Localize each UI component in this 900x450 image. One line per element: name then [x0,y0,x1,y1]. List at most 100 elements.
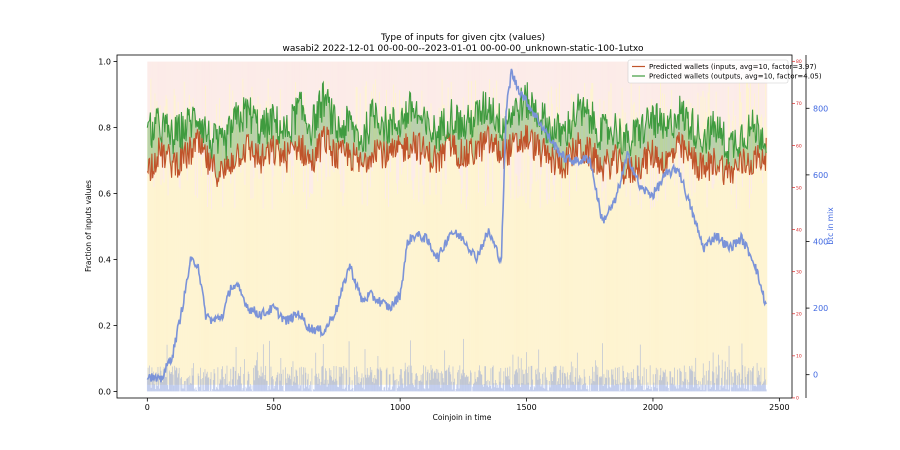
band-pink [724,61,726,156]
band-yellow [381,131,383,385]
band-yellow [400,104,402,385]
band-yellow [549,141,551,385]
band-yellow [415,164,417,385]
band-yellow [571,94,573,385]
x-axis-ticks: 0 500 1000 1500 2000 2500 [145,398,790,412]
band-pink [591,61,593,83]
band-pink [434,61,436,168]
band-yellow [591,82,593,385]
band-pink [572,61,574,111]
band-yellow [392,113,394,385]
band-pink [575,61,577,147]
band-pink [585,61,587,146]
band-pink [209,61,211,193]
band-yellow [751,193,753,385]
band-pink [176,61,178,154]
band-yellow [649,209,651,385]
band-pink [584,61,586,83]
band-yellow [535,181,537,385]
band-pink [551,61,553,104]
band-yellow [543,154,545,385]
band-yellow [682,180,684,385]
band-yellow [158,165,160,385]
band-yellow [573,95,575,385]
band-yellow [326,177,328,385]
band-pink [752,61,754,123]
band-yellow [246,121,248,385]
band-yellow [662,93,664,385]
band-yellow [218,139,220,385]
band-yellow [638,85,640,385]
band-pink [456,61,458,118]
band-yellow [731,120,733,385]
band-yellow [273,140,275,385]
band-yellow [677,136,679,385]
band-pink [164,61,166,107]
band-yellow [723,152,725,385]
band-yellow [632,104,634,385]
band-pink [172,61,174,162]
band-yellow [555,88,557,385]
band-pink [594,61,596,132]
band-yellow [448,156,450,385]
band-yellow [253,177,255,385]
band-yellow [412,189,414,385]
band-pink [181,61,183,161]
band-pink [559,61,561,171]
band-yellow [459,175,461,385]
band-yellow [544,153,546,385]
band-yellow [328,81,330,385]
band-yellow [367,155,369,385]
band-pink [728,61,730,115]
band-yellow [457,115,459,385]
band-pink [253,61,255,178]
band-yellow [621,87,623,385]
band-yellow [634,149,636,385]
band-pink [469,61,471,133]
band-pink [538,61,540,108]
band-yellow [667,151,669,385]
right-outer-tick-label: 40 [796,227,802,233]
band-yellow [377,121,379,385]
band-yellow [586,158,588,385]
band-yellow [287,119,289,385]
band-yellow [283,181,285,385]
band-pink [620,61,622,118]
band-pink [264,61,266,117]
band-pink [381,61,383,132]
band-pink [431,61,433,153]
band-pink [446,61,448,122]
band-pink [596,61,598,172]
band-yellow [403,96,405,385]
band-pink [214,61,216,155]
band-pink [500,61,502,181]
band-yellow [286,167,288,385]
x-tick-label: 2000 [643,403,663,412]
band-yellow [401,174,403,385]
band-pink [305,61,307,165]
band-pink [495,61,497,127]
band-pink [247,61,249,97]
band-yellow [399,90,401,385]
band-yellow [759,126,761,385]
band-pink [412,61,414,190]
right-outer-tick-label: 70 [796,101,802,107]
band-yellow [398,180,400,385]
band-yellow [153,187,155,385]
band-yellow [237,157,239,385]
band-yellow [473,100,475,385]
band-yellow [373,115,375,385]
band-yellow [664,94,666,385]
band-yellow [271,209,273,385]
band-pink [478,61,480,193]
band-yellow [308,158,310,385]
band-yellow [446,121,448,385]
band-pink [510,61,512,199]
band-yellow [174,95,176,385]
band-yellow [581,146,583,385]
band-yellow [601,201,603,385]
band-pink [673,61,675,131]
band-yellow [580,103,582,385]
band-pink [350,61,352,165]
band-yellow [442,104,444,385]
